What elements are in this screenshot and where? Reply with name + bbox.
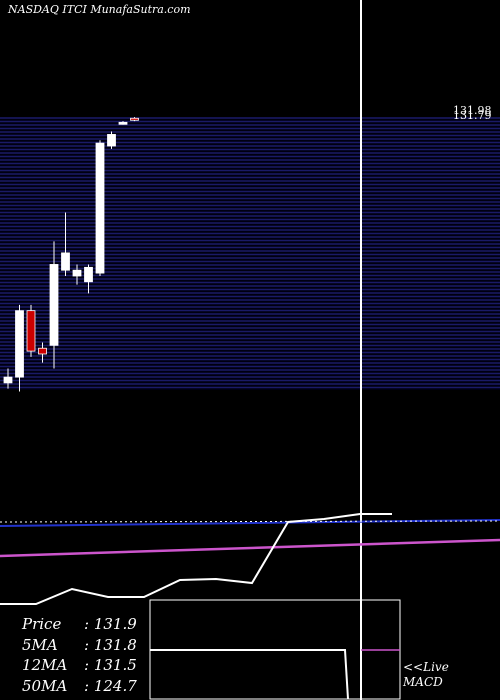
price-label: 131.79 [453, 109, 492, 122]
stat-50ma: 50MA: 124.7 [22, 676, 137, 697]
ma-dotted-line [0, 520, 500, 523]
macd-label: <<Live MACD [403, 660, 449, 690]
price-label: 131.98 [453, 104, 492, 117]
stat-label: 5MA [22, 635, 58, 654]
stat-sep: : [84, 635, 94, 654]
stats-panel: Price: 131.9 5MA: 131.8 12MA: 131.5 50MA… [22, 614, 137, 696]
candle-body [95, 142, 105, 274]
candle-body [118, 121, 128, 125]
chart-title: NASDAQ ITCI MunafaSutra.com [8, 3, 191, 16]
stat-value: 131.8 [93, 635, 137, 654]
stat-5ma: 5MA: 131.8 [22, 635, 137, 656]
stat-value: 124.7 [93, 676, 137, 695]
stat-label: Price [22, 615, 62, 633]
stat-label: 12MA [22, 656, 68, 674]
stat-sep: : [84, 615, 94, 633]
stat-value: 131.9 [93, 615, 137, 633]
live-text: <<Live [403, 660, 449, 674]
candle-body [130, 117, 139, 121]
stat-price: Price: 131.9 [22, 614, 137, 635]
stat-12ma: 12MA: 131.5 [22, 655, 137, 676]
price-trend-line [0, 513, 392, 605]
candle-body [84, 266, 93, 283]
macd-line [150, 649, 349, 700]
stat-value: 131.5 [93, 656, 137, 674]
candle-body [3, 376, 13, 384]
stat-sep: : [84, 656, 94, 674]
candle-body [49, 264, 59, 346]
candle-body [107, 134, 116, 147]
candle-body [26, 310, 36, 352]
macd-text: MACD [403, 675, 443, 689]
candle-body [72, 269, 82, 277]
candle-body [15, 310, 24, 378]
price-band [0, 117, 500, 390]
stat-label: 50MA [22, 676, 68, 695]
ma-pink-line [0, 538, 500, 558]
candle-body [38, 347, 47, 355]
candle-body [61, 252, 70, 271]
stat-sep: : [84, 676, 94, 695]
